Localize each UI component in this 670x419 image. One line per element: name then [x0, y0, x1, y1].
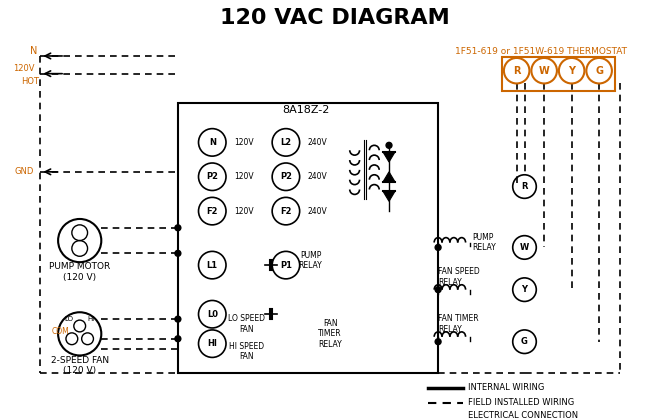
Text: COM: COM — [51, 327, 69, 336]
Text: FAN TIMER
RELAY: FAN TIMER RELAY — [438, 314, 479, 334]
Text: F2: F2 — [206, 207, 218, 216]
Text: 120V: 120V — [234, 138, 253, 147]
Text: W: W — [539, 66, 549, 76]
Circle shape — [386, 142, 392, 148]
Circle shape — [442, 412, 448, 418]
Text: PUMP
RELAY: PUMP RELAY — [299, 251, 322, 270]
Circle shape — [175, 316, 181, 322]
Polygon shape — [383, 172, 395, 182]
Circle shape — [435, 339, 441, 345]
Text: N: N — [209, 138, 216, 147]
Text: 2-SPEED FAN
(120 V): 2-SPEED FAN (120 V) — [51, 356, 109, 375]
Text: ELECTRICAL CONNECTION: ELECTRICAL CONNECTION — [468, 411, 578, 419]
Text: Y: Y — [521, 285, 527, 294]
Text: PUMP
RELAY: PUMP RELAY — [472, 233, 496, 252]
Text: F2: F2 — [280, 207, 291, 216]
Text: GND: GND — [14, 167, 34, 176]
Text: 120V: 120V — [234, 207, 253, 216]
Text: N: N — [30, 46, 38, 56]
Text: HI: HI — [88, 316, 95, 322]
Circle shape — [435, 287, 441, 292]
Text: 240V: 240V — [308, 172, 327, 181]
Text: P1: P1 — [280, 261, 292, 269]
Text: LO SPEED
FAN: LO SPEED FAN — [228, 314, 265, 334]
Circle shape — [175, 251, 181, 256]
Text: L1: L1 — [207, 261, 218, 269]
Text: Y: Y — [568, 66, 575, 76]
Circle shape — [175, 225, 181, 231]
Bar — [178, 103, 438, 373]
Text: PUMP MOTOR
(120 V): PUMP MOTOR (120 V) — [49, 262, 111, 282]
Text: P2: P2 — [206, 172, 218, 181]
Text: R: R — [513, 66, 521, 76]
Text: HI SPEED
FAN: HI SPEED FAN — [229, 342, 264, 361]
Polygon shape — [383, 191, 395, 201]
Text: FIELD INSTALLED WIRING: FIELD INSTALLED WIRING — [468, 398, 574, 407]
Text: HOT: HOT — [21, 77, 40, 86]
Polygon shape — [383, 152, 395, 162]
Text: L2: L2 — [280, 138, 291, 147]
Text: 240V: 240V — [308, 207, 327, 216]
Text: FAN
TIMER
RELAY: FAN TIMER RELAY — [318, 319, 342, 349]
Text: G: G — [595, 66, 603, 76]
Text: HI: HI — [207, 339, 217, 348]
Text: L0: L0 — [207, 310, 218, 319]
Text: 1F51-619 or 1F51W-619 THERMOSTAT: 1F51-619 or 1F51W-619 THERMOSTAT — [455, 47, 627, 56]
Text: INTERNAL WIRING: INTERNAL WIRING — [468, 383, 544, 392]
Text: R: R — [521, 182, 528, 191]
Text: 120 VAC DIAGRAM: 120 VAC DIAGRAM — [220, 8, 450, 28]
Text: W: W — [520, 243, 529, 252]
Text: 240V: 240V — [308, 138, 327, 147]
Text: P2: P2 — [280, 172, 292, 181]
Text: LO: LO — [64, 316, 74, 322]
Circle shape — [175, 336, 181, 342]
Text: FAN SPEED
RELAY: FAN SPEED RELAY — [438, 267, 480, 287]
Text: 120V: 120V — [234, 172, 253, 181]
Text: G: G — [521, 337, 528, 346]
Text: 120V: 120V — [13, 64, 34, 73]
Circle shape — [435, 245, 441, 251]
Text: 8A18Z-2: 8A18Z-2 — [282, 105, 329, 115]
